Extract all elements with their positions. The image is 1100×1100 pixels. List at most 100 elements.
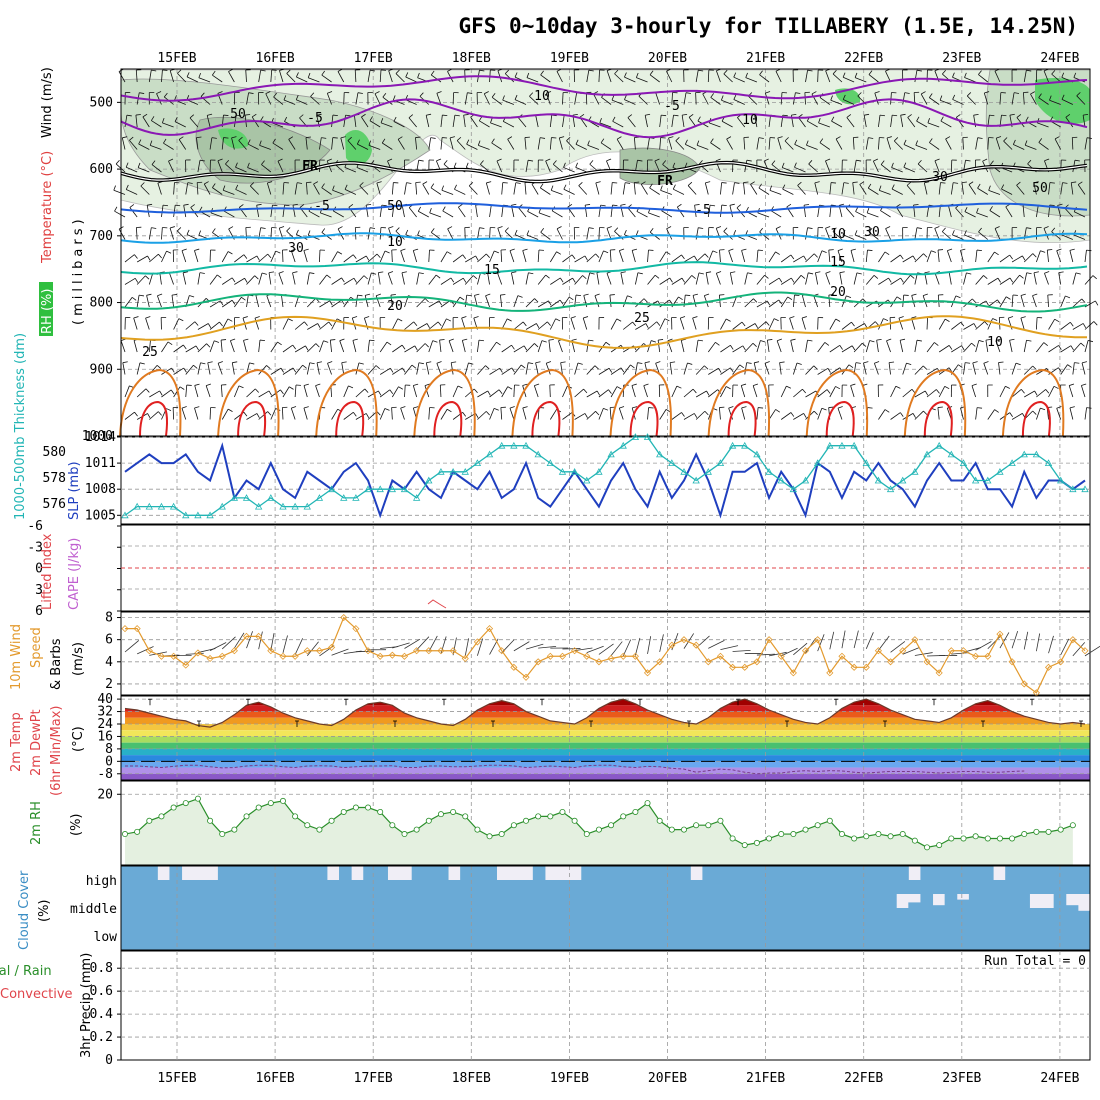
wind-barb-flag <box>664 318 670 322</box>
cloud-bar-middle <box>726 894 740 922</box>
wind-barb <box>151 120 162 128</box>
wind-barb-flag <box>177 69 182 74</box>
wind-barb <box>825 273 831 285</box>
wind-barb <box>513 182 517 195</box>
cloud-bar-middle <box>266 894 279 922</box>
wind-barb-flag <box>181 248 187 251</box>
wind-barb <box>356 167 369 173</box>
cloud-bar-high <box>799 866 812 894</box>
cloud-bar-high <box>1065 866 1079 894</box>
thickness-point <box>376 485 384 493</box>
wind-barb-flag <box>195 345 199 351</box>
wind-barb <box>780 296 789 308</box>
thickness-point <box>1020 450 1028 458</box>
cloud-bar-low <box>145 922 158 950</box>
thickness-point <box>947 450 956 458</box>
wind-barb <box>903 144 916 150</box>
wind-barb <box>246 275 255 285</box>
rh-band-dark <box>619 147 701 185</box>
wind-barb-flag <box>889 361 895 363</box>
thickness-point <box>364 485 372 493</box>
wind-barb-flag <box>588 227 594 229</box>
wind-barb <box>331 299 342 308</box>
wind-barb-flag <box>958 364 963 368</box>
wind-barb <box>513 295 519 308</box>
wind-barb-flag <box>321 183 325 188</box>
wind-barb <box>817 342 826 353</box>
wind-barb-flag <box>821 407 827 411</box>
wind-barb <box>978 74 989 83</box>
wind-barb-flag <box>170 389 175 395</box>
cloud-bar-middle <box>593 894 606 922</box>
wind-barb <box>341 362 345 375</box>
wind10-point <box>959 647 968 655</box>
wind-barb-flag <box>767 339 773 341</box>
wind-barb-flag <box>1026 339 1032 342</box>
wind-barb <box>732 182 735 195</box>
wind-barb <box>194 385 199 398</box>
wind-barb <box>545 93 551 105</box>
wind-barb-flag <box>336 318 342 322</box>
wind-barb <box>683 362 688 375</box>
cloud-bar-middle <box>423 894 437 922</box>
wind-barb <box>792 295 795 308</box>
cloud-bar-middle <box>666 894 679 922</box>
wind-barb <box>792 362 798 375</box>
cloud-bar-low <box>653 922 667 950</box>
wind-barb <box>558 340 563 353</box>
wind-barb <box>817 250 823 263</box>
wind-barb-flag <box>376 181 382 184</box>
wind-barb <box>428 407 430 420</box>
wind-barb <box>430 187 442 195</box>
wind-barb-flag <box>113 185 116 191</box>
wind10-point <box>972 652 980 660</box>
wind-barb <box>457 206 466 218</box>
wind-barb-flag <box>584 413 588 418</box>
wind-barb-flag <box>868 137 874 139</box>
wind-barb <box>485 295 490 308</box>
wind-barb-flag <box>250 182 255 187</box>
wind-barb-flag <box>1020 293 1026 296</box>
wind-barb <box>708 367 719 375</box>
wind-barb-flag <box>787 296 793 300</box>
wind-barb <box>1051 73 1061 83</box>
wind-barb-flag <box>142 113 148 118</box>
wind-barb <box>999 92 1002 105</box>
cloud-bar-high <box>472 866 485 894</box>
rh-point <box>766 835 773 842</box>
wind-barb-flag <box>353 278 357 283</box>
wind10-barb <box>659 634 664 653</box>
wind-barb <box>197 362 201 375</box>
wind-barb-flag <box>178 136 184 140</box>
wind-barb <box>1072 298 1083 308</box>
wind-barb <box>659 409 667 420</box>
wind-barb <box>549 409 557 420</box>
ylabel-rh-unit: (%) <box>69 814 84 837</box>
wind-barb-flag <box>522 406 528 409</box>
wind-barb <box>782 188 794 195</box>
ylabel-cape: CAPE (J/kg) <box>67 538 82 610</box>
wind-barb <box>1060 364 1068 375</box>
wind-barb-flag <box>146 293 152 296</box>
wind-barb-flag <box>363 275 368 280</box>
day-label-bottom: 20FEB <box>648 1071 687 1086</box>
ylabel-rh: RH (%) <box>40 289 55 334</box>
wind-barb-flag <box>939 95 943 101</box>
wind-barb-flag <box>936 389 940 394</box>
wind-barb-flag <box>1049 95 1052 101</box>
wind-barb <box>1084 250 1087 263</box>
wind-barb-flag <box>365 293 371 296</box>
wind-barb-flag <box>405 72 409 78</box>
wind-barb <box>326 93 332 105</box>
wind-barb-flag <box>458 203 463 208</box>
cloud-bar-middle <box>496 894 510 922</box>
wind-barb-flag <box>1080 342 1085 347</box>
wind-barb <box>428 274 437 285</box>
wind-barb <box>238 140 247 150</box>
cloud-bar-low <box>799 922 812 950</box>
wind-barb-flag <box>776 338 782 342</box>
cloud-bar-high <box>145 866 158 894</box>
wind-barb-flag <box>291 248 297 251</box>
wind-barb <box>270 367 282 375</box>
